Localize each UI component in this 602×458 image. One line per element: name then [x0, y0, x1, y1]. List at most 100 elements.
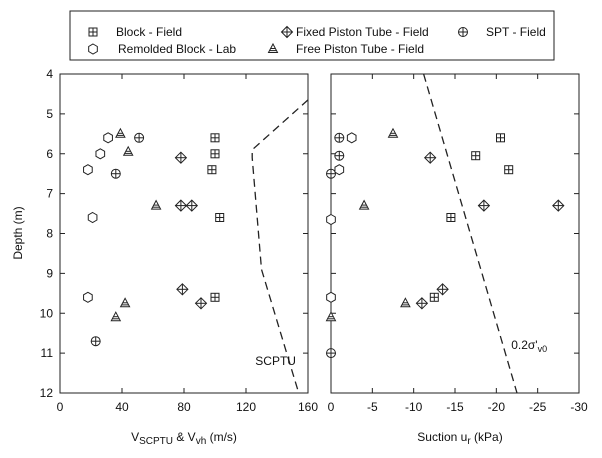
y-axis-title: Depth (m) — [11, 206, 25, 259]
point-free — [122, 145, 134, 156]
point-block — [207, 165, 217, 175]
point-free — [110, 311, 122, 322]
point-free — [358, 199, 370, 210]
y-axis: 4 5 6 7 8 9 10 11 12 — [40, 67, 579, 400]
point-remolded — [326, 213, 336, 226]
xlabel-kpa: (kPa) — [471, 430, 503, 444]
legend-label-remolded: Remolded Block - Lab — [118, 42, 236, 56]
x-axis-suction: 0 -5 -10 -15 -20 -25 -30 — [328, 74, 588, 414]
velocity-annotations: SCPTU — [255, 354, 296, 368]
point-fixed — [174, 151, 188, 164]
suction-lines — [422, 74, 518, 393]
x-axis-title-velocity: VSCPTU & Vvh (m/s) — [131, 430, 237, 447]
y-tick-label: 9 — [46, 266, 53, 280]
point-remolded — [326, 291, 336, 303]
velocity-lines — [251, 99, 308, 393]
xlabel-scptu-sub: SCPTU — [139, 436, 173, 447]
y-tick-label: 6 — [46, 147, 53, 161]
legend-marker-remolded — [88, 43, 98, 55]
xlabel-v: V — [131, 430, 139, 444]
point-spt — [326, 168, 336, 179]
suction-annotations: 0.2σ'v0 — [511, 338, 547, 354]
point-free — [325, 311, 337, 322]
xlabel-suction: Suction u — [417, 430, 467, 444]
x-tick-label: 80 — [177, 400, 191, 414]
legend-entry-block: Block - Field — [88, 25, 182, 39]
point-fixed — [423, 151, 437, 164]
reference-line — [422, 74, 518, 393]
point-fixed — [194, 297, 208, 310]
point-remolded — [334, 164, 345, 176]
x-tick-label: 160 — [298, 400, 318, 414]
point-free — [387, 127, 399, 138]
y-tick-label: 7 — [46, 187, 53, 201]
point-block — [504, 165, 514, 175]
point-spt — [334, 132, 345, 143]
point-remolded — [95, 148, 106, 160]
xlabel-vh-sub: vh — [196, 436, 207, 447]
y-tick-label: 11 — [41, 346, 54, 360]
point-free — [119, 297, 131, 308]
point-spt — [90, 336, 101, 347]
point-spt — [134, 132, 145, 143]
point-remolded — [346, 132, 357, 144]
point-fixed — [477, 199, 491, 212]
xlabel-unit: (m/s) — [206, 430, 237, 444]
point-spt — [334, 150, 345, 161]
point-fixed — [174, 199, 188, 212]
y-tick-label: 5 — [46, 107, 53, 121]
velocity-points — [83, 127, 225, 347]
point-fixed — [176, 283, 189, 296]
point-fixed — [552, 199, 565, 212]
x-tick-label: -15 — [446, 400, 464, 414]
x-tick-label: -10 — [405, 400, 423, 414]
point-spt — [326, 348, 336, 359]
x-tick-label: 120 — [236, 400, 256, 414]
xlabel-amp: & V — [173, 430, 196, 444]
legend-marker-block — [88, 27, 98, 37]
point-block — [471, 151, 481, 161]
x-tick-label: 40 — [115, 400, 129, 414]
x-tick-label: -20 — [488, 400, 506, 414]
legend-entry-fixed: Fixed Piston Tube - Field — [280, 25, 429, 39]
x-axis-velocity: 0 40 80 120 160 — [57, 74, 318, 414]
point-block — [210, 133, 220, 143]
x-tick-label: 0 — [57, 400, 64, 414]
point-block — [446, 213, 456, 222]
point-free — [150, 199, 162, 210]
legend: Block - Field Fixed Piston Tube - Field … — [69, 10, 555, 61]
legend-entry-free: Free Piston Tube - Field — [267, 42, 424, 56]
x-axis-title-suction: Suction ur (kPa) — [417, 430, 502, 447]
xlabel-r-sub: r — [467, 436, 471, 447]
legend-marker-fixed — [280, 25, 294, 39]
annotation: SCPTU — [255, 354, 296, 368]
point-remolded — [83, 291, 93, 303]
point-block — [429, 292, 439, 302]
point-free — [400, 297, 411, 308]
point-block — [210, 149, 220, 159]
point-block — [210, 292, 220, 302]
point-block — [215, 213, 225, 222]
point-remolded — [83, 164, 93, 176]
point-fixed — [415, 297, 429, 310]
legend-entry-spt: SPT - Field — [458, 25, 546, 39]
annotation: 0.2σ'v0 — [511, 338, 547, 354]
x-tick-label: -25 — [529, 400, 547, 414]
y-tick-label: 4 — [46, 67, 53, 81]
point-spt — [110, 168, 121, 179]
legend-marker-free — [267, 42, 279, 53]
legend-marker-spt — [458, 27, 468, 37]
y-tick-label: 10 — [40, 306, 54, 320]
panel-suction: 0 -5 -10 -15 -20 -25 -30 0.2σ'v0 Suction ur (k… — [325, 73, 588, 447]
legend-label-spt: SPT - Field — [486, 25, 546, 39]
reference-line — [251, 99, 308, 393]
point-free — [115, 127, 126, 138]
x-tick-label: -30 — [570, 400, 588, 414]
legend-entry-remolded: Remolded Block - Lab — [88, 42, 236, 56]
point-fixed — [185, 199, 199, 212]
x-tick-label: -5 — [367, 400, 378, 414]
legend-label-fixed: Fixed Piston Tube - Field — [296, 25, 429, 39]
point-fixed — [436, 283, 449, 296]
